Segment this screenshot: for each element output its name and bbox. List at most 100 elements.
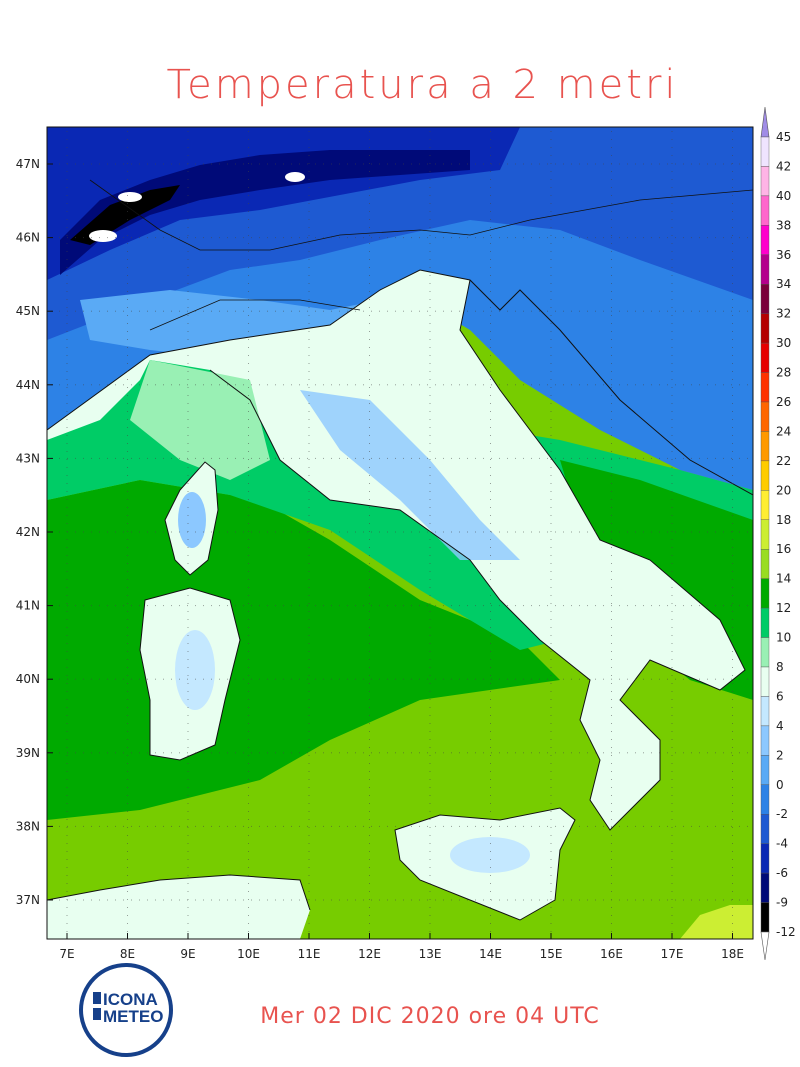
graticule-dot — [490, 155, 491, 156]
graticule-dot — [499, 384, 500, 386]
graticule-dot — [251, 825, 252, 827]
graticule-dot — [127, 619, 128, 620]
graticule-dot — [611, 331, 612, 332]
graticule-dot — [259, 752, 260, 754]
graticule-dot — [475, 310, 476, 312]
graticule-dot — [619, 163, 620, 165]
graticule-dot — [127, 323, 128, 324]
graticule-dot — [459, 310, 460, 312]
graticule-dot — [308, 371, 310, 372]
graticule-dot — [163, 310, 164, 312]
graticule-dot — [429, 531, 431, 532]
graticule-dot — [691, 605, 692, 607]
graticule-dot — [429, 435, 431, 436]
graticule-dot — [475, 678, 476, 680]
graticule-dot — [127, 531, 128, 532]
graticule-dot — [187, 499, 189, 500]
graticule-dot — [732, 843, 733, 844]
graticule-dot — [99, 457, 100, 459]
graticule-dot — [139, 310, 140, 312]
graticule-dot — [248, 763, 249, 764]
graticule-dot — [683, 457, 684, 459]
graticule-dot — [291, 457, 292, 459]
graticule-dot — [643, 899, 644, 901]
graticule-dot — [671, 179, 673, 180]
graticule-dot — [395, 825, 396, 827]
graticule-dot — [459, 752, 460, 754]
graticule-dot — [99, 531, 100, 533]
colorbar-top-arrow — [760, 106, 770, 138]
graticule-dot — [429, 883, 431, 884]
graticule-dot — [732, 187, 733, 188]
graticule-dot — [499, 825, 500, 827]
graticule-dot — [429, 931, 431, 932]
graticule-dot — [66, 179, 68, 180]
graticule-dot — [550, 395, 552, 396]
graticule-dot — [739, 752, 740, 754]
graticule-dot — [490, 307, 491, 308]
graticule-dot — [395, 899, 396, 901]
graticule-dot — [490, 243, 491, 244]
graticule-dot — [427, 678, 428, 680]
graticule-dot — [308, 467, 310, 468]
graticule-dot — [671, 323, 673, 324]
colorbar-label: 6 — [776, 689, 784, 703]
graticule-dot — [187, 155, 189, 156]
graticule-dot — [490, 427, 491, 428]
graticule-dot — [550, 147, 552, 148]
graticule-dot — [369, 827, 370, 828]
latitude-label: 41N — [16, 599, 40, 613]
graticule-dot — [131, 384, 132, 386]
graticule-dot — [490, 899, 491, 900]
graticule-dot — [490, 803, 491, 804]
graticule-dot — [369, 419, 370, 420]
graticule-dot — [323, 899, 324, 901]
graticule-dot — [127, 579, 128, 580]
graticule-dot — [187, 531, 188, 533]
graticule-dot — [491, 825, 492, 827]
graticule-dot — [66, 547, 68, 548]
graticule-dot — [429, 851, 431, 852]
graticule-dot — [369, 155, 370, 156]
graticule-dot — [308, 235, 310, 236]
graticule-dot — [195, 531, 196, 533]
graticule-dot — [429, 547, 431, 548]
graticule-dot — [139, 531, 140, 533]
graticule-dot — [267, 457, 268, 459]
graticule-dot — [539, 605, 540, 607]
graticule-dot — [671, 755, 673, 756]
graticule-dot — [611, 243, 612, 244]
graticule-dot — [127, 339, 128, 340]
graticule-dot — [66, 467, 68, 468]
graticule-dot — [248, 155, 249, 156]
colorbar-label: 28 — [776, 366, 791, 380]
latitude-label: 47N — [16, 157, 40, 171]
graticule-dot — [732, 435, 733, 436]
graticule-dot — [275, 531, 276, 533]
graticule-dot — [550, 211, 552, 212]
graticule-dot — [187, 363, 189, 364]
graticule-dot — [611, 619, 612, 620]
graticule-dot — [732, 195, 733, 196]
graticule-dot — [550, 491, 552, 492]
graticule-dot — [291, 605, 292, 607]
graticule-dot — [667, 237, 668, 239]
graticule-dot — [563, 531, 564, 533]
graticule-dot — [643, 163, 644, 165]
graticule-dot — [611, 755, 612, 756]
graticule-dot — [611, 515, 612, 516]
graticule-dot — [732, 475, 733, 476]
graticule-dot — [371, 899, 372, 901]
graticule-dot — [429, 723, 431, 724]
graticule-dot — [127, 555, 128, 556]
graticule-dot — [127, 403, 128, 404]
graticule-dot — [611, 779, 612, 780]
graticule-dot — [691, 384, 692, 386]
graticule-dot — [683, 825, 684, 827]
colorbar-label: -2 — [776, 807, 788, 821]
graticule-dot — [671, 467, 673, 468]
graticule-dot — [550, 683, 552, 684]
graticule-dot — [248, 475, 249, 476]
graticule-dot — [429, 507, 431, 508]
graticule-dot — [187, 835, 189, 836]
